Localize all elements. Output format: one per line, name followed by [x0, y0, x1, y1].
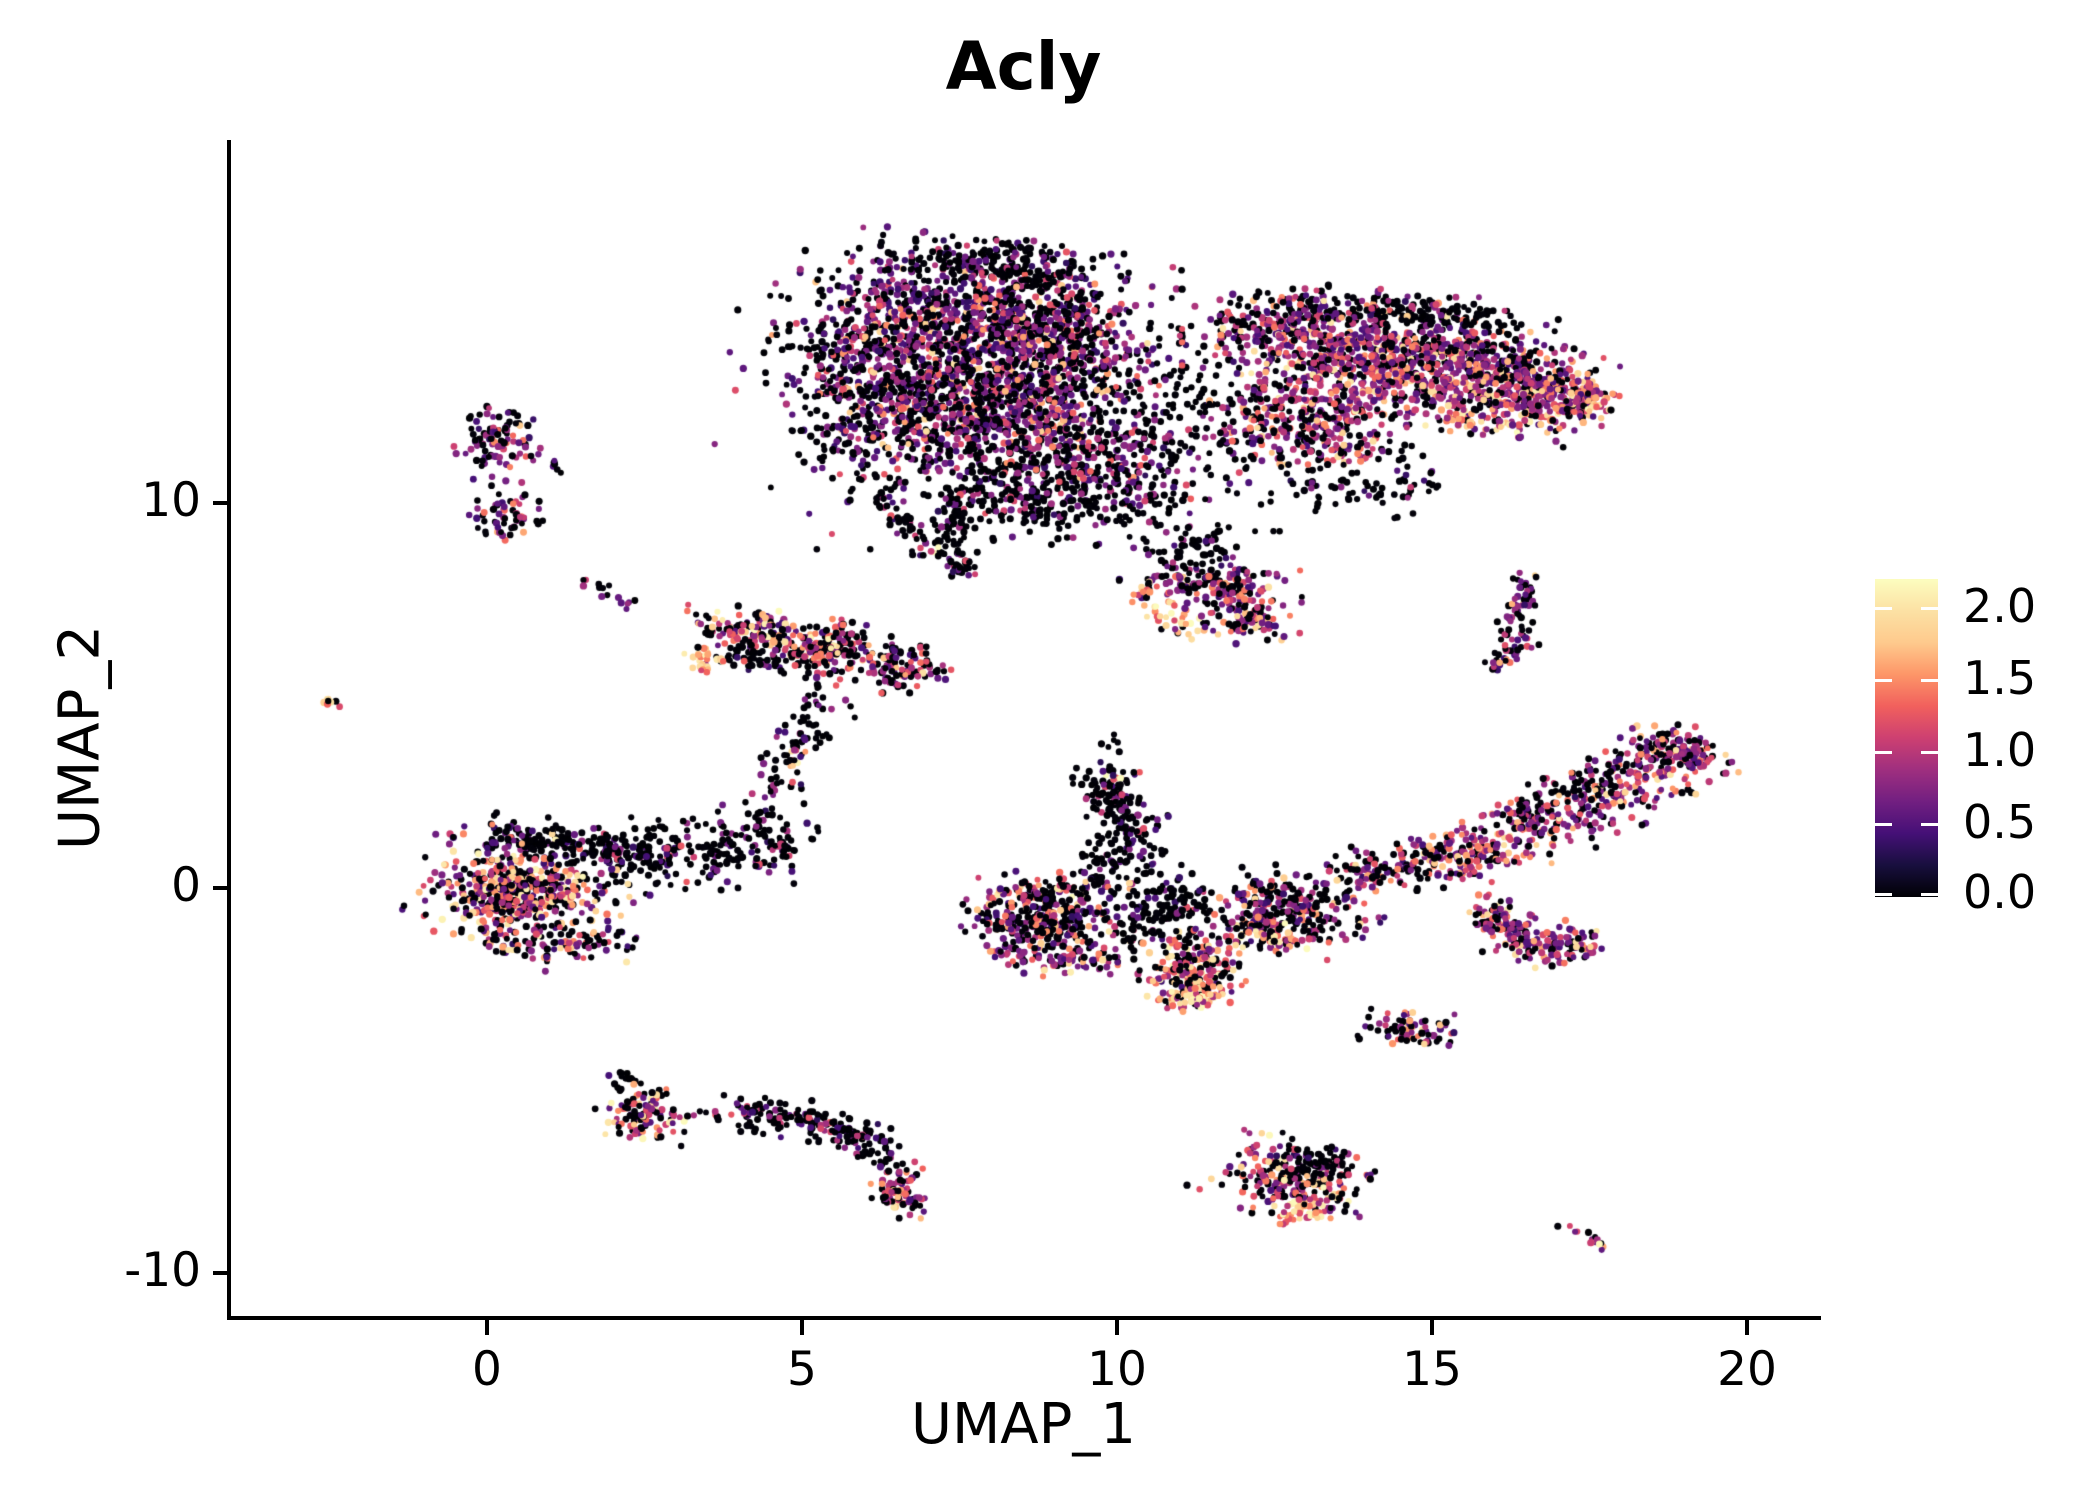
- x-axis-line: [227, 1316, 1821, 1320]
- x-tick-label: 10: [1087, 1342, 1147, 1397]
- colorbar-tick-mark: [1875, 823, 1892, 827]
- tick-mark: [213, 501, 229, 505]
- colorbar-tick-mark: [1921, 893, 1938, 896]
- tick-mark: [1430, 1320, 1434, 1335]
- x-tick-label: 15: [1402, 1342, 1462, 1397]
- x-tick-label: 0: [472, 1342, 502, 1397]
- tick-mark: [213, 886, 229, 890]
- colorbar-tick-mark: [1921, 607, 1938, 611]
- colorbar-tick-label: 1.5: [1963, 651, 2037, 706]
- y-tick-label: 10: [141, 473, 201, 528]
- colorbar-tick-mark: [1875, 893, 1892, 896]
- y-tick-label: 0: [171, 858, 201, 913]
- y-axis-line: [227, 140, 231, 1320]
- x-axis-label: UMAP_1: [910, 1392, 1136, 1457]
- tick-mark: [1745, 1320, 1749, 1335]
- colorbar-tick-label: 1.0: [1963, 723, 2037, 778]
- tick-mark: [485, 1320, 489, 1335]
- y-tick-label: -10: [124, 1243, 201, 1298]
- plot-title: Acly: [945, 28, 1102, 105]
- x-tick-label: 20: [1717, 1342, 1777, 1397]
- colorbar-tick-mark: [1875, 679, 1892, 683]
- colorbar-tick-label: 0.0: [1963, 865, 2037, 919]
- colorbar-tick-mark: [1921, 751, 1938, 755]
- colorbar-tick-mark: [1875, 607, 1892, 611]
- x-tick-label: 5: [787, 1342, 817, 1397]
- y-axis-label: UMAP_2: [47, 625, 113, 851]
- colorbar-tick-label: 0.5: [1963, 795, 2037, 850]
- colorbar-tick-mark: [1921, 823, 1938, 827]
- colorbar-tick-label: 2.0: [1963, 579, 2037, 634]
- tick-mark: [800, 1320, 804, 1335]
- expression-colorbar: 2.0 1.5 1.0 0.5 0.0: [1875, 579, 2036, 919]
- tick-mark: [1115, 1320, 1119, 1335]
- colorbar-tick-mark: [1875, 751, 1892, 755]
- colorbar-gradient: [1875, 579, 1938, 897]
- colorbar-tick-mark: [1921, 679, 1938, 683]
- tick-mark: [213, 1271, 229, 1275]
